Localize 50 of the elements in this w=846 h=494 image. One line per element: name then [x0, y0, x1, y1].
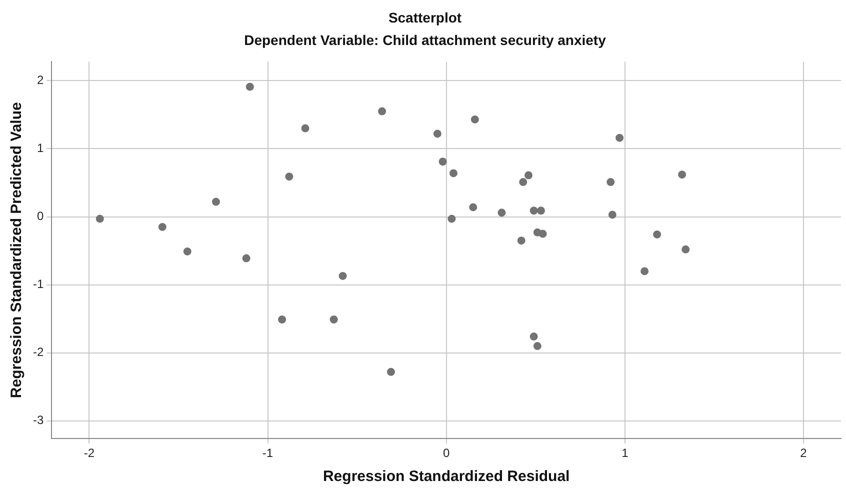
point	[606, 178, 615, 186]
y-tick-label: 0	[36, 209, 44, 224]
x-tick-label: 0	[442, 446, 450, 460]
chart-subtitle: Dependent Variable: Child attachment security anxiety	[244, 32, 606, 48]
point	[285, 172, 294, 181]
point	[330, 316, 338, 324]
point	[438, 158, 447, 166]
y-tick-label: -1	[33, 277, 44, 292]
x-tick-label: 1	[622, 446, 629, 460]
point	[469, 203, 478, 212]
point	[524, 171, 532, 180]
point	[158, 222, 166, 231]
x-tick-label: -1	[262, 446, 274, 460]
point	[536, 206, 545, 215]
point	[530, 332, 538, 341]
point	[183, 247, 192, 256]
point	[278, 316, 286, 324]
y-axis-title: Regression Standardized Predicted Value	[8, 102, 26, 398]
point	[242, 254, 250, 262]
point	[498, 208, 506, 217]
point	[96, 214, 104, 223]
point	[301, 124, 310, 132]
point	[246, 82, 254, 91]
point	[640, 267, 649, 276]
point	[608, 210, 616, 219]
point	[386, 368, 395, 376]
point	[212, 198, 220, 206]
y-tick-label: 2	[36, 72, 44, 87]
point	[653, 230, 662, 238]
x-tick-label: -2	[84, 446, 95, 460]
point	[378, 107, 386, 116]
point	[338, 272, 347, 280]
point	[533, 342, 542, 350]
point	[616, 134, 624, 142]
point	[682, 245, 690, 254]
chart-title: Scatterplot	[388, 9, 462, 26]
point	[449, 169, 458, 178]
x-axis-title: Regression Standardized Residual	[322, 468, 570, 486]
point	[433, 130, 442, 138]
y-tick-label: 1	[36, 141, 44, 156]
point	[448, 214, 456, 223]
y-tick-label: -2	[33, 345, 44, 360]
point	[519, 178, 528, 186]
point	[538, 230, 547, 238]
x-tick-label: 2	[800, 446, 808, 460]
point	[678, 170, 686, 179]
point	[517, 236, 526, 245]
point	[470, 115, 479, 124]
y-tick-label: -3	[33, 413, 44, 428]
point	[530, 206, 538, 215]
